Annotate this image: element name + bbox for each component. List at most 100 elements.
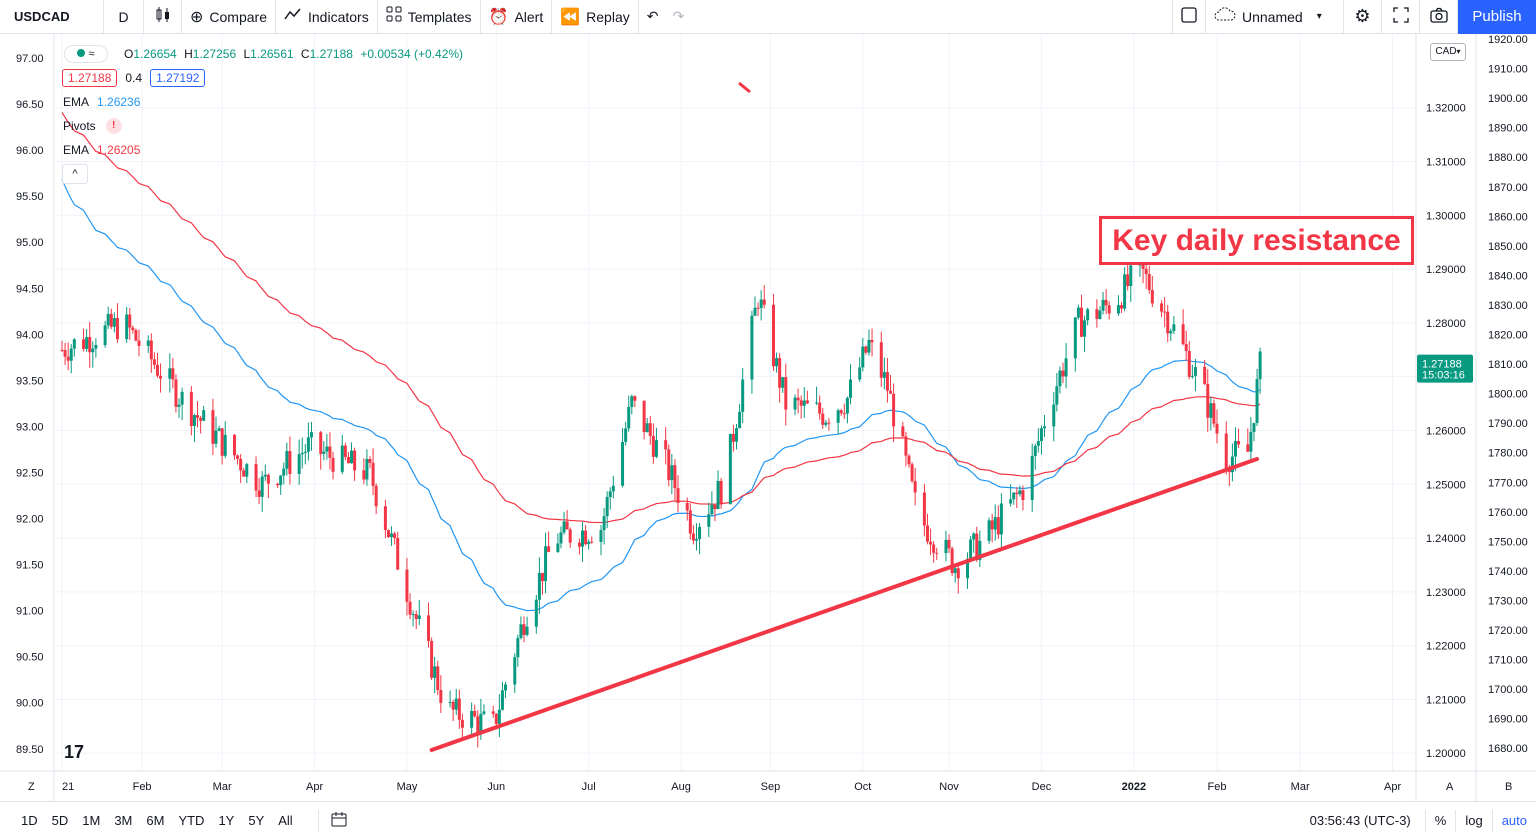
time-axis-label: Jun (487, 781, 505, 793)
candle-body (340, 445, 344, 472)
timezone-clock[interactable]: 03:56:43 (UTC-3) (1309, 813, 1411, 828)
candle-body (633, 396, 637, 401)
candle-body (91, 348, 95, 353)
candle-body (1061, 370, 1065, 377)
chart-canvas[interactable]: 1.320001.310001.300001.290001.280001.270… (0, 34, 1536, 801)
time-axis-label: Apr (306, 781, 323, 793)
candle-body (1083, 320, 1087, 337)
secondary-axis-label: 1820.00 (1488, 330, 1528, 342)
collapse-legend-button[interactable]: ^ (62, 164, 88, 184)
templates-button[interactable]: Templates (378, 0, 481, 34)
candle-body (522, 624, 526, 635)
candle-body (103, 325, 107, 346)
symbol-status-chip[interactable]: ≈ (64, 45, 108, 63)
left-axis-label: 93.00 (16, 421, 44, 433)
candle-body (1018, 490, 1022, 495)
axis-corner-label: A (1446, 781, 1454, 793)
candle-body (972, 533, 976, 540)
candle-body (901, 426, 905, 437)
log-toggle[interactable]: log (1455, 809, 1491, 832)
secondary-axis-label: 1750.00 (1488, 536, 1528, 548)
candle-body (390, 533, 394, 538)
range-6m[interactable]: 6M (146, 813, 165, 828)
time-axis-label: Jul (582, 781, 596, 793)
alert-button[interactable]: ⏰ Alert (481, 0, 553, 34)
indicator-row-ema-fast[interactable]: EMA 1.26236 (56, 90, 463, 114)
layout-button[interactable] (1172, 0, 1206, 34)
square-icon (1181, 7, 1197, 26)
layout-name-dropdown[interactable]: Unnamed ▾ (1206, 0, 1344, 34)
undo-redo-group: ↶ ↷ (639, 0, 692, 34)
chart-type-button[interactable] (144, 0, 182, 34)
secondary-axis-label: 1870.00 (1488, 182, 1528, 194)
indicator-row-pivots[interactable]: Pivots ! (56, 114, 463, 138)
annotation-text-box[interactable]: Key daily resistance (1099, 216, 1414, 265)
range-1d[interactable]: 1D (21, 813, 38, 828)
buy-price-button[interactable]: 1.27192 (150, 69, 206, 87)
candle-body (1160, 303, 1164, 312)
range-ytd[interactable]: YTD (178, 813, 205, 828)
fullscreen-button[interactable] (1382, 0, 1420, 34)
warning-icon[interactable]: ! (105, 118, 122, 134)
go-to-date-button[interactable] (317, 809, 359, 832)
redo-icon[interactable]: ↷ (672, 8, 685, 24)
range-5y[interactable]: 5Y (248, 813, 265, 828)
candle-body (1079, 307, 1083, 337)
currency-dropdown[interactable]: CAD▾ (1430, 43, 1466, 61)
secondary-axis-label: 1690.00 (1488, 714, 1528, 726)
auto-scale-toggle[interactable]: auto (1491, 809, 1536, 832)
candle-body (174, 379, 178, 407)
candle-body (975, 533, 979, 561)
symbol-search-button[interactable]: USDCAD (0, 0, 104, 34)
snapshot-button[interactable] (1420, 0, 1458, 34)
indicator-row-ema-slow[interactable]: EMA 1.26205 (56, 138, 463, 162)
candle-body (796, 397, 800, 401)
candle-body (562, 521, 566, 533)
percent-toggle[interactable]: % (1424, 809, 1456, 832)
range-all[interactable]: All (278, 813, 293, 828)
candle-body (168, 368, 172, 379)
candle-body (922, 492, 926, 526)
indicators-button[interactable]: Indicators (276, 0, 378, 34)
candle-body (232, 434, 236, 456)
publish-button[interactable]: Publish (1458, 0, 1536, 34)
rewind-icon: ⏪ (560, 8, 581, 26)
candle-body (1104, 299, 1108, 306)
range-5d[interactable]: 5D (51, 813, 69, 828)
time-axis-label: May (397, 781, 418, 793)
candle-body (106, 313, 110, 326)
candle-body (996, 517, 1000, 535)
candle-body (457, 698, 461, 720)
candle-body (858, 367, 862, 380)
candle-body (491, 711, 495, 714)
candle-body (69, 348, 73, 361)
candle-body (1039, 428, 1043, 442)
candle-body (848, 379, 852, 398)
gear-icon: ⚙ (1354, 6, 1371, 26)
time-axis-label: Aug (671, 781, 691, 793)
candle-body (211, 410, 215, 444)
candle-body (88, 337, 92, 353)
candle-body (439, 690, 443, 703)
range-1m[interactable]: 1M (82, 813, 101, 828)
range-3m[interactable]: 3M (114, 813, 133, 828)
candle-body (910, 464, 914, 482)
candle-body (306, 437, 310, 452)
settings-button[interactable]: ⚙ (1344, 0, 1382, 34)
candle-body (519, 624, 523, 639)
range-1y[interactable]: 1Y (218, 813, 235, 828)
left-axis-label: 97.00 (16, 53, 44, 65)
candle-body (953, 568, 957, 574)
indicator-name: EMA (63, 95, 90, 109)
sell-price-button[interactable]: 1.27188 (62, 69, 118, 87)
candle-body (824, 422, 828, 425)
price-axis-label: 1.32000 (1426, 103, 1466, 115)
time-axis-label: Sep (761, 781, 781, 793)
candle-body (624, 428, 628, 442)
secondary-axis-label: 1790.00 (1488, 418, 1528, 430)
compare-button[interactable]: ⊕ Compare (182, 0, 276, 34)
undo-icon[interactable]: ↶ (646, 8, 659, 24)
interval-button[interactable]: D (104, 0, 144, 34)
replay-button[interactable]: ⏪ Replay (552, 0, 639, 34)
price-axis-label: 1.30000 (1426, 210, 1466, 222)
